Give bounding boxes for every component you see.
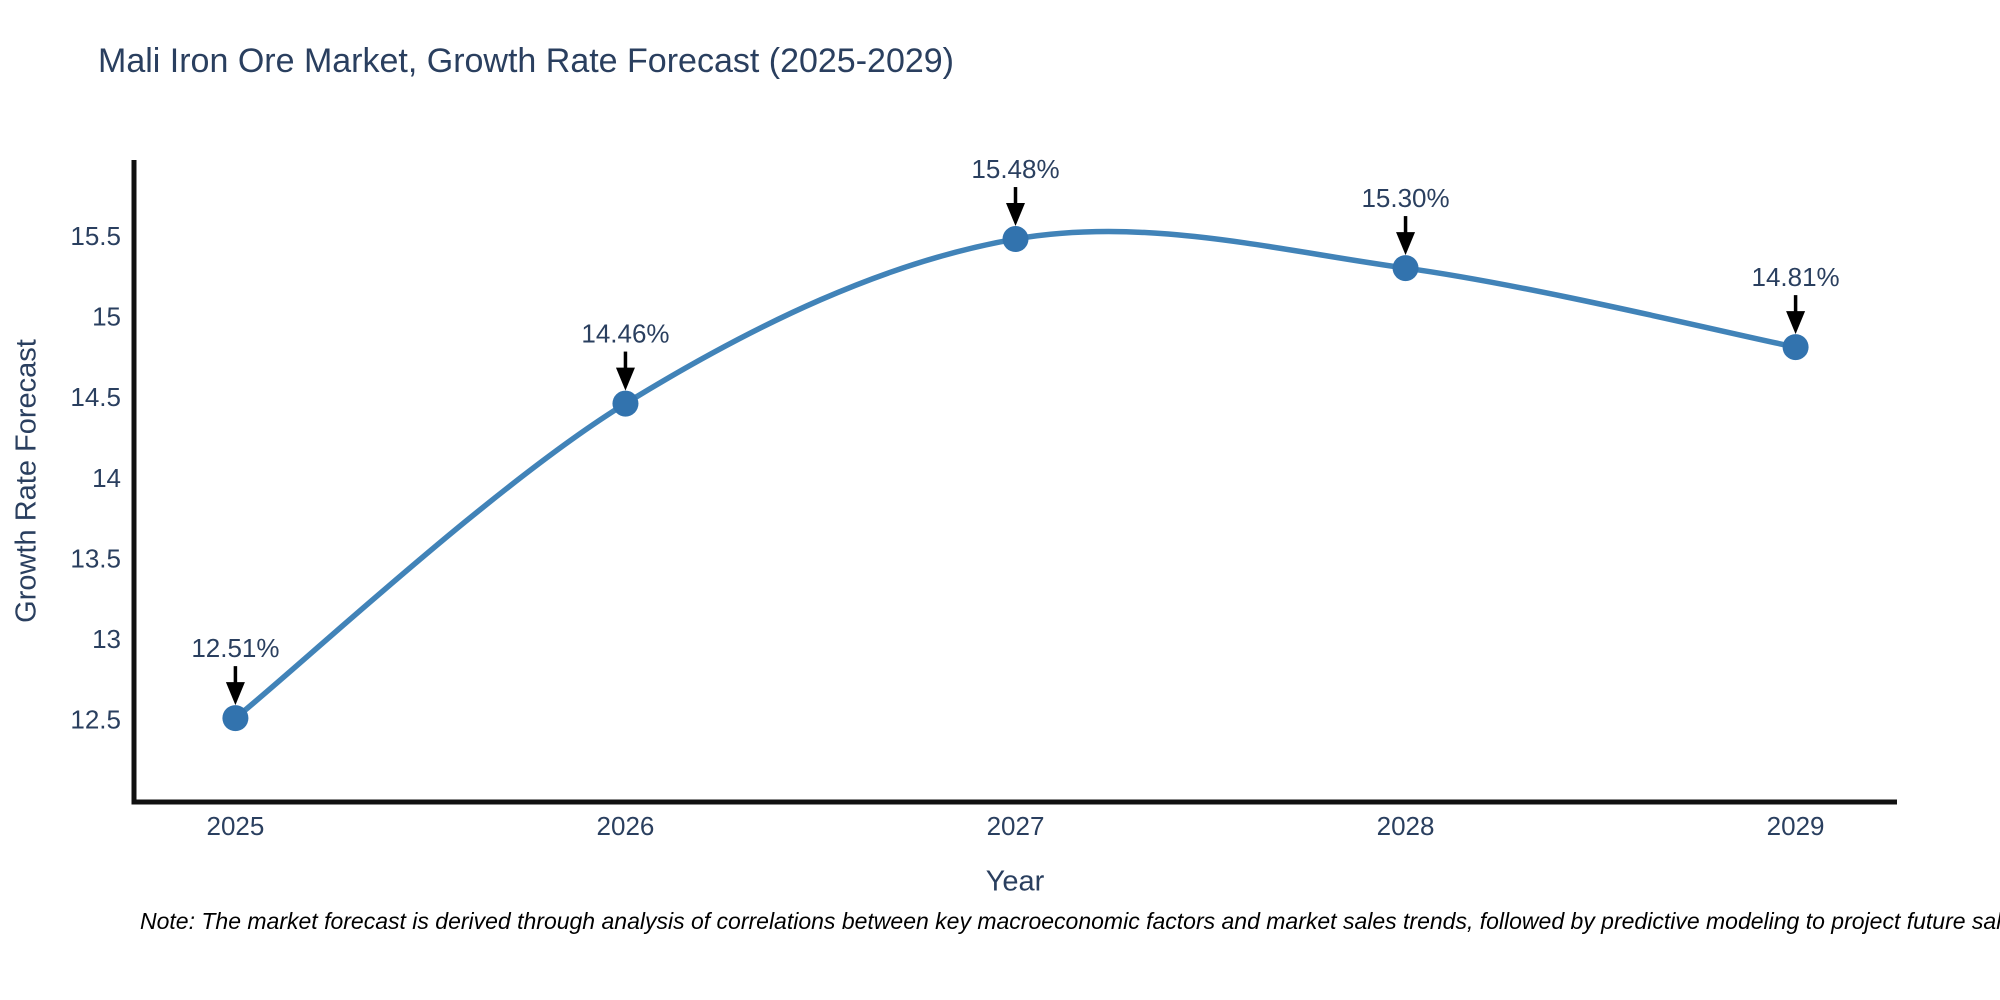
data-point-label: 14.81% <box>1751 262 1839 292</box>
chart-title: Mali Iron Ore Market, Growth Rate Foreca… <box>98 42 954 80</box>
y-tick-label: 14 <box>92 463 121 493</box>
x-tick-label: 2027 <box>987 811 1045 841</box>
x-tick-label: 2026 <box>597 811 655 841</box>
data-point-label: 14.46% <box>581 319 669 349</box>
data-point-marker <box>1002 226 1029 253</box>
x-tick-label: 2025 <box>206 811 264 841</box>
y-tick-label: 14.5 <box>70 382 121 412</box>
y-tick-label: 15 <box>92 301 121 331</box>
y-tick-label: 13.5 <box>70 543 121 573</box>
annotation-arrow-head <box>615 367 635 391</box>
x-tick-label: 2029 <box>1767 811 1825 841</box>
data-point-marker <box>1782 334 1809 361</box>
annotation-arrow-head <box>1396 232 1416 256</box>
data-point-marker <box>612 390 639 417</box>
y-tick-label: 13 <box>92 624 121 654</box>
x-tick-label: 2028 <box>1377 811 1435 841</box>
annotation-arrow-head <box>1786 311 1806 335</box>
y-axis-title: Growth Rate Forecast <box>10 339 43 623</box>
forecast-line <box>232 228 1799 721</box>
data-point-marker <box>222 705 249 732</box>
y-tick-label: 12.5 <box>70 705 121 735</box>
annotation-arrow-head <box>225 682 245 706</box>
data-point-label: 15.48% <box>971 154 1059 184</box>
data-point-label: 12.51% <box>191 633 279 663</box>
x-axis-title: Year <box>985 865 1045 898</box>
y-tick-label: 15.5 <box>70 221 121 251</box>
annotation-arrow-head <box>1006 203 1025 227</box>
data-point-label: 15.30% <box>1361 183 1449 213</box>
footnote-text: Note: The market forecast is derived thr… <box>140 908 2000 934</box>
data-point-marker <box>1392 255 1419 282</box>
